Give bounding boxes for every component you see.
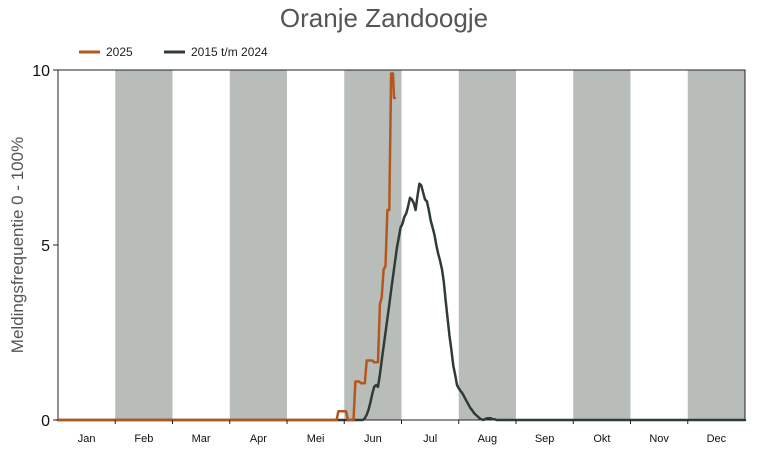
- x-tick-label-feb: Feb: [134, 433, 153, 445]
- x-tick-label-jun: Jun: [364, 433, 382, 445]
- series-line-2025: [56, 72, 397, 422]
- month-band-jun: [344, 70, 402, 420]
- y-tick-label-0: 0: [41, 413, 50, 430]
- x-tick-label-nov: Nov: [649, 433, 669, 445]
- x-tick-label-mar: Mar: [192, 433, 211, 445]
- x-tick-label-okt: Okt: [593, 433, 610, 445]
- x-tick-label-jan: Jan: [78, 433, 96, 445]
- series-line-2015-2024: [56, 182, 747, 422]
- x-tick-label-mei: Mei: [307, 433, 325, 445]
- month-band-okt: [573, 70, 631, 420]
- month-band-aug: [458, 70, 516, 420]
- month-shading: [115, 70, 745, 420]
- series-layer: [56, 72, 747, 422]
- x-tick-label-aug: Aug: [478, 433, 498, 445]
- legend: 2025 2015 t/m 2024: [79, 45, 268, 59]
- y-tick-label-5: 5: [41, 238, 50, 255]
- x-tick-label-sep: Sep: [535, 433, 555, 445]
- month-band-apr: [229, 70, 287, 420]
- x-tick-label-apr: Apr: [250, 433, 267, 445]
- axes: Jan Feb Mar Apr Mei Jun Jul Aug Sep Okt Nov Dec 0 5 10: [32, 63, 726, 445]
- legend-label-2015-2024: 2015 t/m 2024: [191, 45, 268, 59]
- x-tick-label-jul: Jul: [423, 433, 437, 445]
- legend-label-2025: 2025: [106, 45, 133, 59]
- y-axis-label: Meldingsfrequentie 0 - 100%: [8, 137, 27, 353]
- month-band-feb: [115, 70, 173, 420]
- y-tick-label-10: 10: [32, 63, 50, 80]
- chart-title: Oranje Zandoogje: [280, 3, 488, 33]
- x-tick-label-dec: Dec: [707, 433, 727, 445]
- month-band-dec: [687, 70, 745, 420]
